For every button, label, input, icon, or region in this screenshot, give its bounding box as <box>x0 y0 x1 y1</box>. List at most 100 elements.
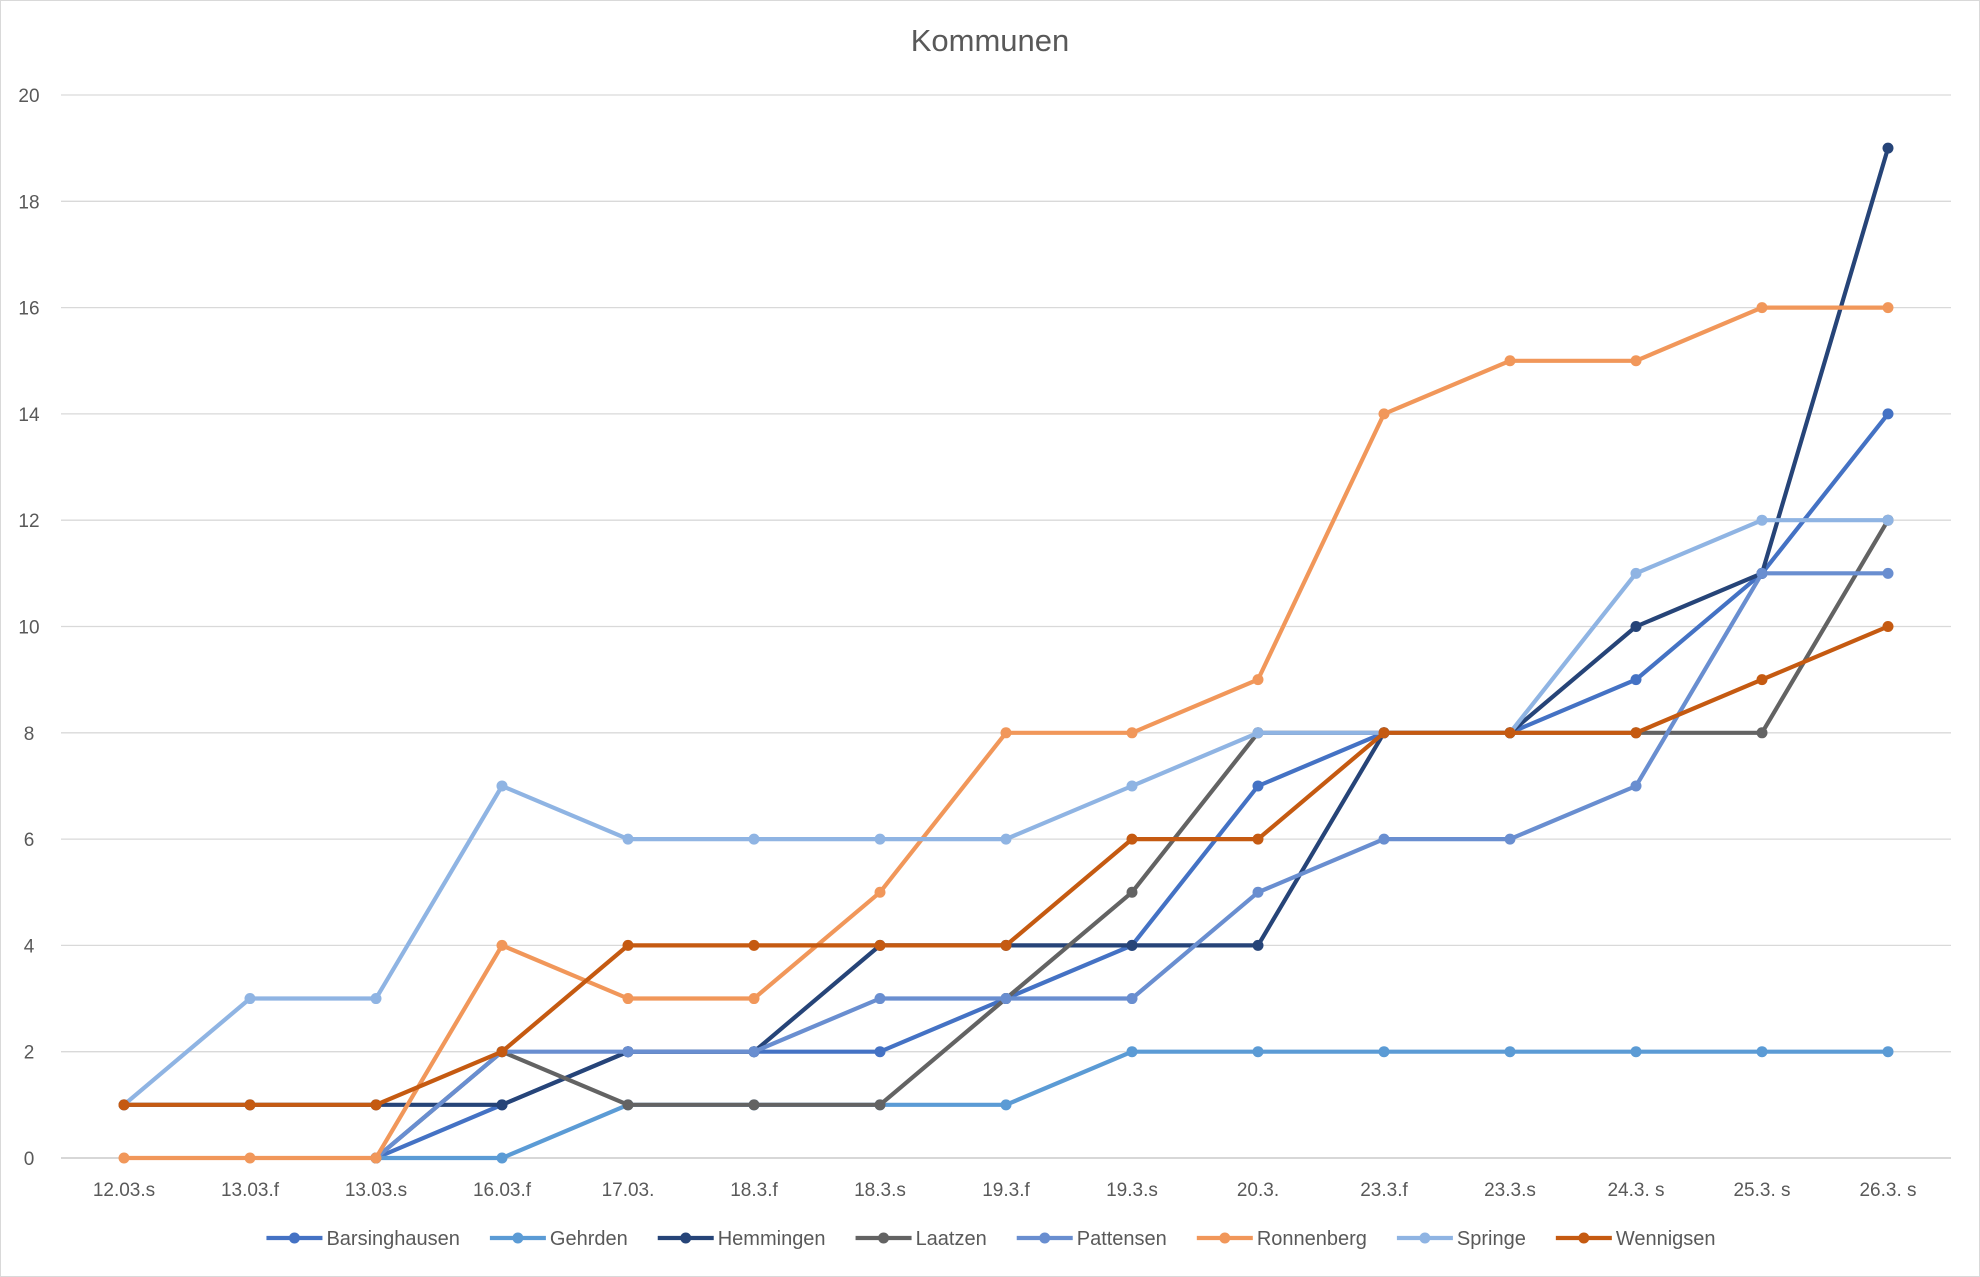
legend-label: Springe <box>1457 1228 1526 1250</box>
legend-label: Hemmingen <box>718 1228 826 1250</box>
data-point <box>1378 727 1390 739</box>
x-tick-label: 26.3. s <box>1859 1180 1916 1201</box>
data-point <box>1882 514 1894 526</box>
data-point <box>1252 886 1264 898</box>
data-point <box>1882 408 1894 420</box>
data-point <box>1252 727 1264 739</box>
legend-item: Ronnenberg <box>1196 1228 1367 1250</box>
x-axis: 12.03.s 13.03.f 13.03.s 16.03.f 17.03. 18.3.f… <box>93 1180 1917 1201</box>
y-tick-label: 12 <box>18 511 39 532</box>
chart-title: Kommunen <box>910 23 1070 58</box>
data-point <box>1630 1046 1642 1058</box>
data-point <box>622 993 634 1005</box>
series-line <box>373 1049 1891 1161</box>
data-point <box>1252 674 1264 686</box>
data-point <box>622 939 634 951</box>
legend-marker <box>1419 1232 1431 1244</box>
x-tick-label: 20.3. <box>1237 1180 1279 1201</box>
data-point <box>1882 142 1894 154</box>
data-point <box>1882 621 1894 632</box>
data-point <box>1378 833 1390 845</box>
legend-marker <box>512 1232 524 1244</box>
y-axis: 0 2 4 6 8 10 12 14 16 18 20 <box>18 86 40 1170</box>
data-point <box>1756 302 1768 314</box>
series-line <box>121 624 1891 1107</box>
y-tick-label: 20 <box>18 86 39 107</box>
legend-label: Barsinghausen <box>326 1228 459 1250</box>
data-point <box>1126 780 1138 792</box>
y-tick-label: 10 <box>18 618 39 639</box>
y-tick-label: 8 <box>24 724 35 745</box>
data-point <box>874 1046 886 1058</box>
y-tick-label: 0 <box>24 1149 35 1170</box>
data-point <box>1252 833 1264 845</box>
data-point <box>1252 780 1264 792</box>
legend-item: Pattensen <box>1016 1228 1167 1250</box>
series-springe <box>118 514 1894 1111</box>
data-point <box>874 939 886 951</box>
x-tick-label: 12.03.s <box>93 1180 155 1201</box>
data-point <box>748 1046 760 1058</box>
data-point <box>1126 1046 1138 1058</box>
data-point <box>622 1046 634 1058</box>
data-point <box>1504 833 1516 845</box>
data-point <box>748 993 760 1005</box>
data-point <box>1630 355 1642 367</box>
legend-marker <box>878 1232 890 1244</box>
legend-item: Hemmingen <box>657 1228 826 1250</box>
data-point <box>496 1046 508 1058</box>
data-point <box>1126 833 1138 845</box>
legend-label: Ronnenberg <box>1257 1228 1367 1250</box>
data-point <box>874 833 886 845</box>
data-point <box>1882 302 1894 314</box>
x-tick-label: 18.3.s <box>854 1180 906 1201</box>
legend-label: Pattensen <box>1077 1228 1167 1250</box>
legend-label: Gehrden <box>550 1228 628 1250</box>
x-tick-label: 16.03.f <box>473 1180 532 1201</box>
data-point <box>1126 993 1138 1005</box>
data-point <box>1756 1046 1768 1058</box>
data-point <box>1504 727 1516 739</box>
x-tick-label: 23.3.f <box>1360 1180 1408 1201</box>
y-tick-label: 16 <box>18 299 39 320</box>
legend: Barsinghausen Gehrden Hemmingen Laatzen Patt… <box>266 1228 1716 1250</box>
data-point <box>1000 939 1012 951</box>
x-tick-label: 18.3.f <box>730 1180 778 1201</box>
y-tick-label: 18 <box>18 192 39 213</box>
x-tick-label: 24.3. s <box>1607 1180 1664 1201</box>
data-point <box>496 1099 508 1111</box>
data-point <box>370 993 382 1005</box>
data-point <box>370 1099 382 1111</box>
data-point <box>370 1152 382 1164</box>
x-tick-label: 13.03.s <box>345 1180 407 1201</box>
data-point <box>748 1099 760 1111</box>
data-point <box>1882 567 1894 579</box>
x-tick-label: 17.03. <box>602 1180 655 1201</box>
x-tick-label: 19.3.f <box>982 1180 1030 1201</box>
data-point <box>1756 567 1768 579</box>
series-wennigsen <box>118 621 1894 1111</box>
legend-item: Springe <box>1396 1228 1526 1250</box>
data-point <box>622 833 634 845</box>
data-point <box>1630 674 1642 686</box>
data-point <box>244 1152 256 1164</box>
legend-label: Laatzen <box>916 1228 987 1250</box>
data-point <box>1756 674 1768 686</box>
data-point <box>622 1099 634 1111</box>
data-point <box>244 1099 256 1111</box>
data-point <box>1126 939 1138 951</box>
legend-item: Wennigsen <box>1555 1228 1716 1250</box>
data-point <box>1756 514 1768 526</box>
data-point <box>1126 727 1138 739</box>
legend-marker <box>1219 1232 1231 1244</box>
legend-marker <box>680 1232 692 1244</box>
x-tick-label: 13.03.f <box>221 1180 280 1201</box>
data-point <box>1630 621 1642 632</box>
data-point <box>496 780 508 792</box>
y-tick-label: 14 <box>18 405 40 426</box>
data-point <box>748 833 760 845</box>
legend-item: Laatzen <box>855 1228 987 1250</box>
y-tick-label: 2 <box>24 1043 35 1064</box>
